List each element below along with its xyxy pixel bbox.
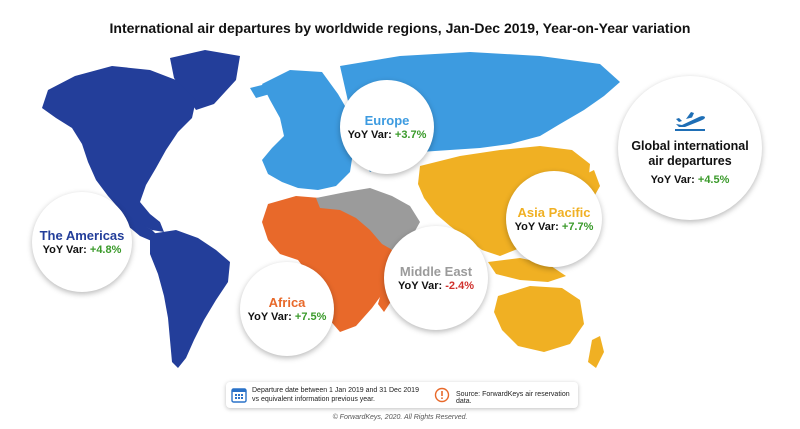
americas-bubble: The Americas YoY Var: +4.8% [32, 192, 132, 292]
yoy-value-global: +4.5% [697, 174, 730, 186]
yoy-label: YoY Var: [42, 243, 87, 256]
copyright: © ForwardKeys, 2020. All Rights Reserved… [332, 414, 468, 421]
yoy-value-europe: +3.7% [394, 128, 427, 141]
yoy-label: YoY Var: [650, 174, 695, 186]
south-america-shape [150, 230, 230, 368]
yoy-var-africa: YoY Var: +7.5% [248, 310, 327, 324]
yoy-value-americas: +4.8% [89, 243, 122, 256]
yoy-value-asia-pacific: +7.7% [561, 220, 594, 233]
asia-pacific-bubble: Asia Pacific YoY Var: +7.7% [506, 171, 602, 267]
north-america-shape [42, 66, 196, 232]
region-name-asia-pacific: Asia Pacific [517, 204, 591, 220]
yoy-label: YoY Var: [347, 128, 392, 141]
region-name-africa: Africa [268, 294, 306, 310]
yoy-var-global: YoY Var: +4.5% [651, 173, 730, 187]
yoy-var-middle-east: YoY Var: -2.4% [398, 279, 474, 293]
australia-shape [494, 286, 584, 352]
warning-icon [434, 387, 450, 403]
europe-shape [262, 70, 354, 190]
airplane-takeoff-icon [675, 112, 705, 131]
region-name-middle-east: Middle East [399, 263, 473, 279]
europe-bubble: Europe YoY Var: +3.7% [340, 80, 434, 174]
source-note: Source: ForwardKeys air reservation data… [456, 391, 570, 405]
yoy-value-africa: +7.5% [294, 310, 327, 323]
yoy-var-asia-pacific: YoY Var: +7.7% [515, 220, 594, 234]
yoy-value-middle-east: -2.4% [445, 279, 475, 292]
africa-shape [262, 196, 396, 332]
new-zealand-shape [588, 336, 604, 368]
middle-east-shape [316, 188, 420, 252]
yoy-var-europe: YoY Var: +3.7% [348, 128, 427, 142]
calendar-icon [231, 388, 247, 403]
date-range-note: Departure date between 1 Jan 2019 and 31… [252, 387, 419, 403]
region-name-americas: The Americas [39, 227, 125, 243]
region-name-europe: Europe [364, 112, 410, 128]
middle-east-bubble: Middle East YoY Var: -2.4% [384, 226, 488, 330]
yoy-var-americas: YoY Var: +4.8% [43, 243, 122, 257]
global-bubble: Global international air departures YoY … [618, 76, 762, 220]
iceland-shape [250, 84, 270, 98]
yoy-label: YoY Var: [397, 279, 443, 292]
yoy-label: YoY Var: [514, 220, 559, 233]
chart-title: International air departures by worldwid… [109, 20, 691, 36]
africa-bubble: Africa YoY Var: +7.5% [240, 262, 334, 356]
yoy-label: YoY Var: [247, 310, 292, 323]
footer-notes: Departure date between 1 Jan 2019 and 31… [226, 382, 578, 408]
global-title: Global international air departures [631, 139, 749, 168]
